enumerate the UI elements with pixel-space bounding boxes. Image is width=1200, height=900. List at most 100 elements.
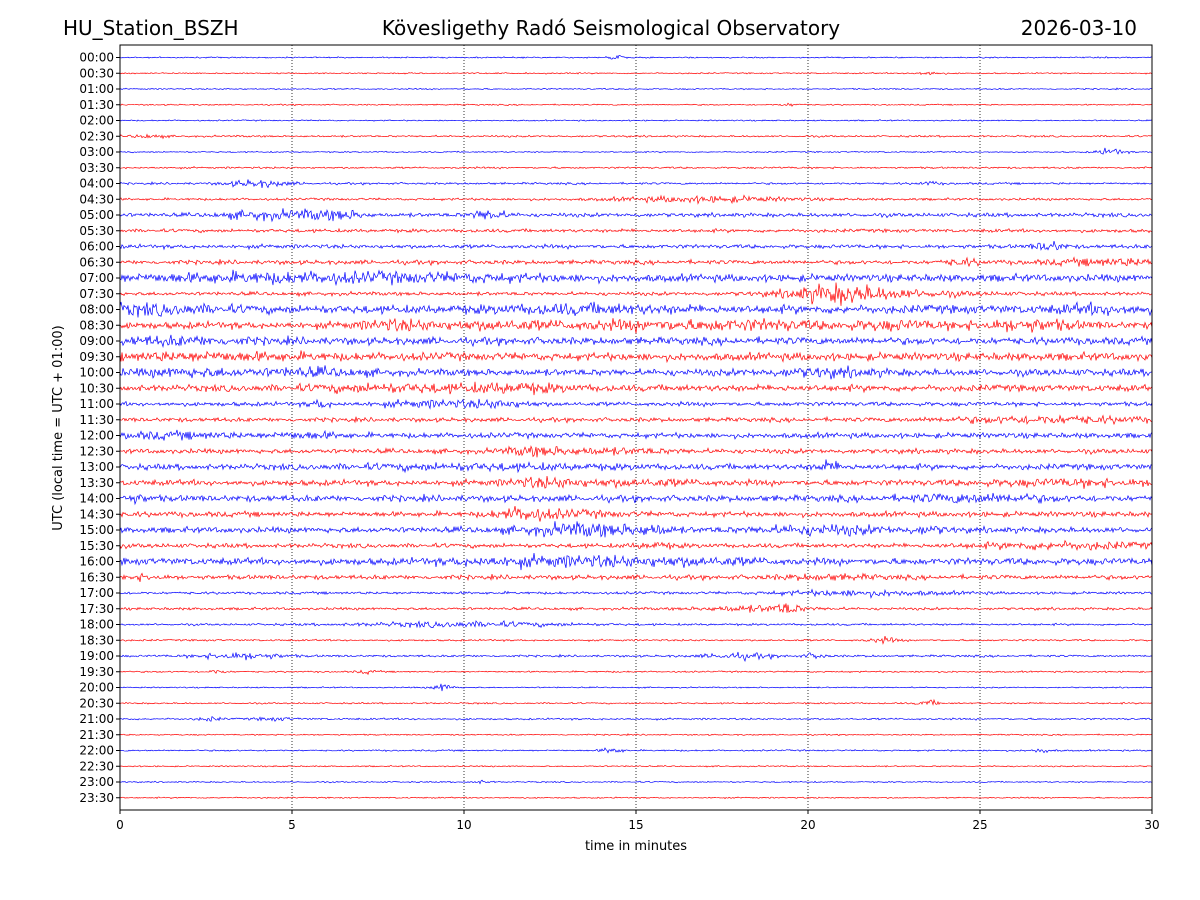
seismic-trace xyxy=(119,282,1153,306)
y-tick-label: 21:30 xyxy=(79,728,114,742)
y-tick-label: 11:30 xyxy=(79,413,114,427)
seismic-trace xyxy=(119,414,1153,426)
x-tick-label: 20 xyxy=(800,818,815,832)
y-tick-label: 01:30 xyxy=(79,98,114,112)
seismic-trace xyxy=(119,269,1153,287)
y-tick-label: 03:30 xyxy=(79,161,114,175)
seismic-trace xyxy=(119,194,1153,205)
y-tick-label: 15:00 xyxy=(79,523,114,537)
seismic-trace xyxy=(119,350,1153,364)
y-tick-label: 05:00 xyxy=(79,208,114,222)
y-tick-label: 03:00 xyxy=(79,145,114,159)
y-axis-label: UTC (local time = UTC + 01:00) xyxy=(51,325,66,530)
y-tick-label: 17:30 xyxy=(79,602,114,616)
y-tick-label: 16:00 xyxy=(79,555,114,569)
y-tick-label: 00:30 xyxy=(79,66,114,80)
y-tick-label: 07:00 xyxy=(79,271,114,285)
y-tick-label: 01:00 xyxy=(79,82,114,96)
y-tick-label: 12:00 xyxy=(79,429,114,443)
seismic-trace xyxy=(119,102,1153,107)
seismic-trace xyxy=(119,733,1153,737)
seismic-trace xyxy=(119,256,1153,268)
seismic-trace xyxy=(119,166,1153,170)
station-title: HU_Station_BSZH xyxy=(63,16,239,40)
seismic-trace xyxy=(119,381,1153,396)
y-tick-label: 10:30 xyxy=(79,381,114,395)
x-tick-label: 10 xyxy=(456,818,471,832)
date-title: 2026-03-10 xyxy=(1021,16,1137,40)
y-tick-label: 11:00 xyxy=(79,397,114,411)
y-tick-label: 18:00 xyxy=(79,618,114,632)
y-tick-label: 04:30 xyxy=(79,192,114,206)
x-ticks: 0 5 10 15 20 25 30 xyxy=(116,810,1160,832)
x-tick-label: 0 xyxy=(116,818,124,832)
seismic-trace xyxy=(119,683,1153,692)
seismic-trace xyxy=(119,796,1153,800)
seismic-trace xyxy=(119,619,1153,629)
seismic-trace xyxy=(119,492,1153,506)
y-tick-label: 20:30 xyxy=(79,696,114,710)
seismic-trace xyxy=(119,133,1153,140)
y-tick-label: 13:00 xyxy=(79,460,114,474)
seismic-trace xyxy=(119,318,1153,334)
seismic-trace xyxy=(119,539,1153,552)
y-tick-label: 19:00 xyxy=(79,649,114,663)
y-tick-label: 07:30 xyxy=(79,287,114,301)
seismic-trace xyxy=(119,521,1153,538)
seismic-trace xyxy=(119,301,1153,318)
y-tick-label: 02:30 xyxy=(79,129,114,143)
plot-area xyxy=(120,45,1152,810)
y-tick-label: 02:00 xyxy=(79,114,114,128)
observatory-title: Kövesligethy Radó Seismological Observat… xyxy=(382,16,840,40)
seismic-trace xyxy=(119,603,1153,613)
seismic-trace xyxy=(119,459,1153,474)
y-tick-label: 08:30 xyxy=(79,318,114,332)
seismic-trace xyxy=(119,572,1153,583)
x-axis-label: time in minutes xyxy=(585,839,687,854)
seismic-trace xyxy=(119,208,1153,223)
y-tick-label: 16:30 xyxy=(79,570,114,584)
y-tick-label: 20:00 xyxy=(79,681,114,695)
seismic-trace xyxy=(119,54,1153,60)
seismic-trace xyxy=(119,635,1153,645)
y-tick-label: 19:30 xyxy=(79,665,114,679)
seismic-trace xyxy=(119,87,1153,91)
y-tick-label: 09:00 xyxy=(79,334,114,348)
y-tick-label: 21:00 xyxy=(79,712,114,726)
y-tick-label: 22:30 xyxy=(79,759,114,773)
y-tick-label: 10:00 xyxy=(79,366,114,380)
seismic-trace xyxy=(119,227,1153,234)
x-tick-label: 25 xyxy=(972,818,987,832)
seismic-trace xyxy=(119,71,1153,76)
y-tick-label: 23:00 xyxy=(79,775,114,789)
y-tick-label: 18:30 xyxy=(79,633,114,647)
y-tick-label: 08:00 xyxy=(79,303,114,317)
seismic-trace xyxy=(119,365,1153,380)
seismic-trace xyxy=(119,476,1153,490)
seismic-trace xyxy=(119,747,1153,754)
seismic-trace xyxy=(119,398,1153,410)
seismic-trace xyxy=(119,588,1153,599)
seismic-trace xyxy=(119,505,1153,522)
seismic-trace xyxy=(119,119,1153,122)
y-tick-label: 17:00 xyxy=(79,586,114,600)
y-tick-label: 13:30 xyxy=(79,476,114,490)
y-tick-label: 06:00 xyxy=(79,240,114,254)
y-tick-label: 04:00 xyxy=(79,177,114,191)
seismic-trace xyxy=(119,179,1153,189)
x-tick-label: 15 xyxy=(628,818,643,832)
y-tick-label: 23:30 xyxy=(79,791,114,805)
seismic-trace xyxy=(119,445,1153,458)
y-tick-label: 09:30 xyxy=(79,350,114,364)
seismic-trace xyxy=(119,779,1153,785)
y-tick-label: 15:30 xyxy=(79,539,114,553)
y-tick-label: 14:00 xyxy=(79,492,114,506)
y-tick-label: 05:30 xyxy=(79,224,114,238)
seismic-trace xyxy=(119,651,1153,662)
seismic-trace xyxy=(119,553,1153,571)
seismic-trace xyxy=(119,334,1153,348)
y-tick-label: 06:30 xyxy=(79,255,114,269)
seismic-trace xyxy=(119,429,1153,441)
